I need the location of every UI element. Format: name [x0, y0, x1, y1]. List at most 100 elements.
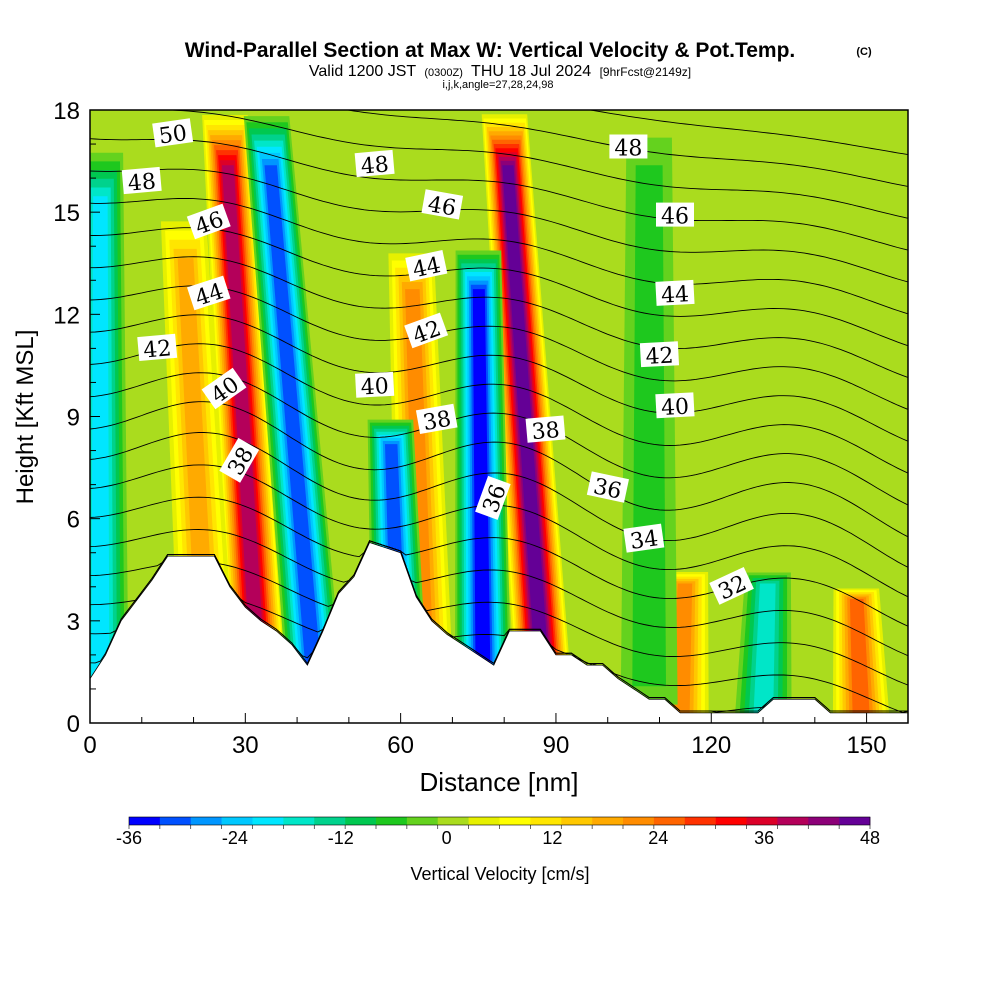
colorbar-swatch [406, 817, 439, 825]
colorbar-swatch [684, 817, 716, 825]
isentrope-36 [90, 496, 908, 627]
subtitle-indices: i,j,k,angle=27,28,24,98 [442, 79, 553, 91]
contour-label-box [709, 566, 754, 605]
colorbar-swatch [437, 817, 469, 825]
contour-label-14: 38 [525, 415, 566, 445]
contour-label-18: 48 [609, 134, 648, 162]
colorbar-swatch [376, 817, 408, 825]
contour-label-0: 50 [152, 118, 194, 150]
colorbar-tick-label: 48 [860, 828, 880, 848]
subtitle-date: THU 18 Jul 2024 [471, 63, 591, 80]
colorbar-tick-label: 0 [442, 828, 452, 848]
colorbar-swatch [530, 817, 562, 825]
colorbar-tick-label: 36 [754, 828, 774, 848]
contour-label-16: 34 [623, 523, 665, 555]
colorbar-swatch [746, 817, 778, 825]
velocity-band-10-level-7 [849, 599, 870, 715]
contour-label-box [655, 279, 695, 306]
contour-label-box [404, 312, 449, 349]
isentrope-41 [90, 343, 908, 474]
colorbar-swatch [777, 817, 809, 825]
contour-label-box [421, 189, 464, 220]
contour-label-box [186, 203, 231, 240]
x-axis-label: Distance [nm] [420, 767, 579, 797]
velocity-band-7-level-6 [91, 196, 110, 689]
contour-label-box [639, 341, 680, 368]
contour-label-10: 42 [404, 312, 449, 349]
contour-label-box [623, 523, 665, 553]
contour-label-22: 40 [655, 392, 695, 421]
contour-label-box [137, 333, 178, 362]
chart-subtitle: Valid 1200 JST (0300Z) THU 18 Jul 2024 [… [309, 63, 691, 80]
y-tick-label: 15 [53, 200, 80, 227]
isentrope-45 [90, 227, 908, 347]
contour-label-text: 38 [421, 407, 453, 436]
y-tick-label: 9 [67, 405, 80, 432]
colorbar-swatch [252, 817, 284, 825]
velocity-band-0-level-11 [222, 165, 266, 687]
y-tick-label: 3 [67, 609, 80, 636]
contour-label-box [121, 166, 162, 195]
y-tick-label: 0 [67, 711, 80, 738]
colorbar-tick-label: 12 [542, 828, 562, 848]
chart-title: Wind-Parallel Section at Max W: Vertical… [185, 39, 796, 62]
contour-label-box [355, 371, 395, 398]
x-tick-label: 120 [691, 732, 731, 759]
contour-label-box [609, 134, 648, 159]
contour-label-15: 36 [586, 471, 629, 505]
contour-label-box [187, 275, 231, 311]
colorbar: -36 -24 -12 0 12 24 36 48 [116, 816, 880, 848]
colorbar-swatch [283, 817, 315, 825]
contour-label-text: 48 [360, 152, 390, 179]
isentrope-49 [161, 110, 908, 219]
colorbar-swatch [345, 817, 377, 825]
y-tick-label: 18 [53, 98, 80, 125]
x-axis: 0 30 60 90 120 150 [83, 713, 887, 759]
contour-label-box [152, 118, 194, 148]
colorbar-swatch [653, 817, 686, 825]
isentrope-38 [90, 432, 908, 568]
isentrope-47 [90, 168, 908, 283]
colorbar-swatch [623, 817, 655, 825]
isentrope-51 [587, 110, 908, 156]
velocity-band-11-level-2 [632, 165, 666, 687]
contour-label-11: 40 [355, 371, 395, 401]
colorbar-swatch [468, 817, 500, 825]
contour-label-7: 48 [354, 149, 395, 180]
subtitle-utc: (0300Z) [424, 67, 463, 79]
contour-label-21: 42 [639, 341, 680, 370]
colorbar-swatch [839, 817, 871, 825]
y-axis: 0 3 6 9 12 15 18 [53, 98, 100, 738]
colorbar-swatch [561, 817, 593, 825]
contour-label-1: 48 [121, 166, 162, 197]
contour-label-box [415, 403, 458, 435]
contour-label-text: 46 [426, 192, 458, 221]
contour-label-text: 40 [660, 395, 689, 421]
contour-label-box [475, 475, 511, 520]
contour-label-box [525, 415, 566, 443]
contour-label-19: 46 [656, 202, 694, 230]
contour-label-12: 38 [415, 403, 458, 436]
plot-area: 5048464442403848464442403836383634324846… [90, 110, 908, 723]
x-tick-label: 60 [387, 732, 414, 759]
contour-label-text: 38 [531, 418, 561, 445]
colorbar-tick-label: 24 [648, 828, 668, 848]
contour-label-text: 34 [629, 526, 660, 555]
contour-label-9: 44 [405, 250, 448, 283]
contour-label-box [655, 392, 695, 419]
subtitle-fcst: [9hrFcst@2149z] [600, 65, 692, 79]
isentrope-34 [90, 540, 908, 686]
colorbar-swatch [314, 817, 346, 825]
contour-label-box [354, 149, 395, 178]
velocity-band-4-level-9 [264, 165, 323, 687]
contour-label-text: 50 [157, 121, 188, 150]
colorbar-tick-label: -24 [222, 828, 248, 848]
contour-label-8: 46 [421, 189, 464, 222]
subtitle-valid: Valid 1200 JST [309, 63, 417, 80]
colorbar-swatch [592, 817, 624, 825]
isentrope-35 [90, 529, 908, 657]
isentrope-46 [90, 198, 908, 315]
contour-label-text: 42 [645, 343, 674, 369]
y-tick-label: 12 [53, 302, 80, 329]
contour-label-4: 42 [137, 333, 178, 364]
